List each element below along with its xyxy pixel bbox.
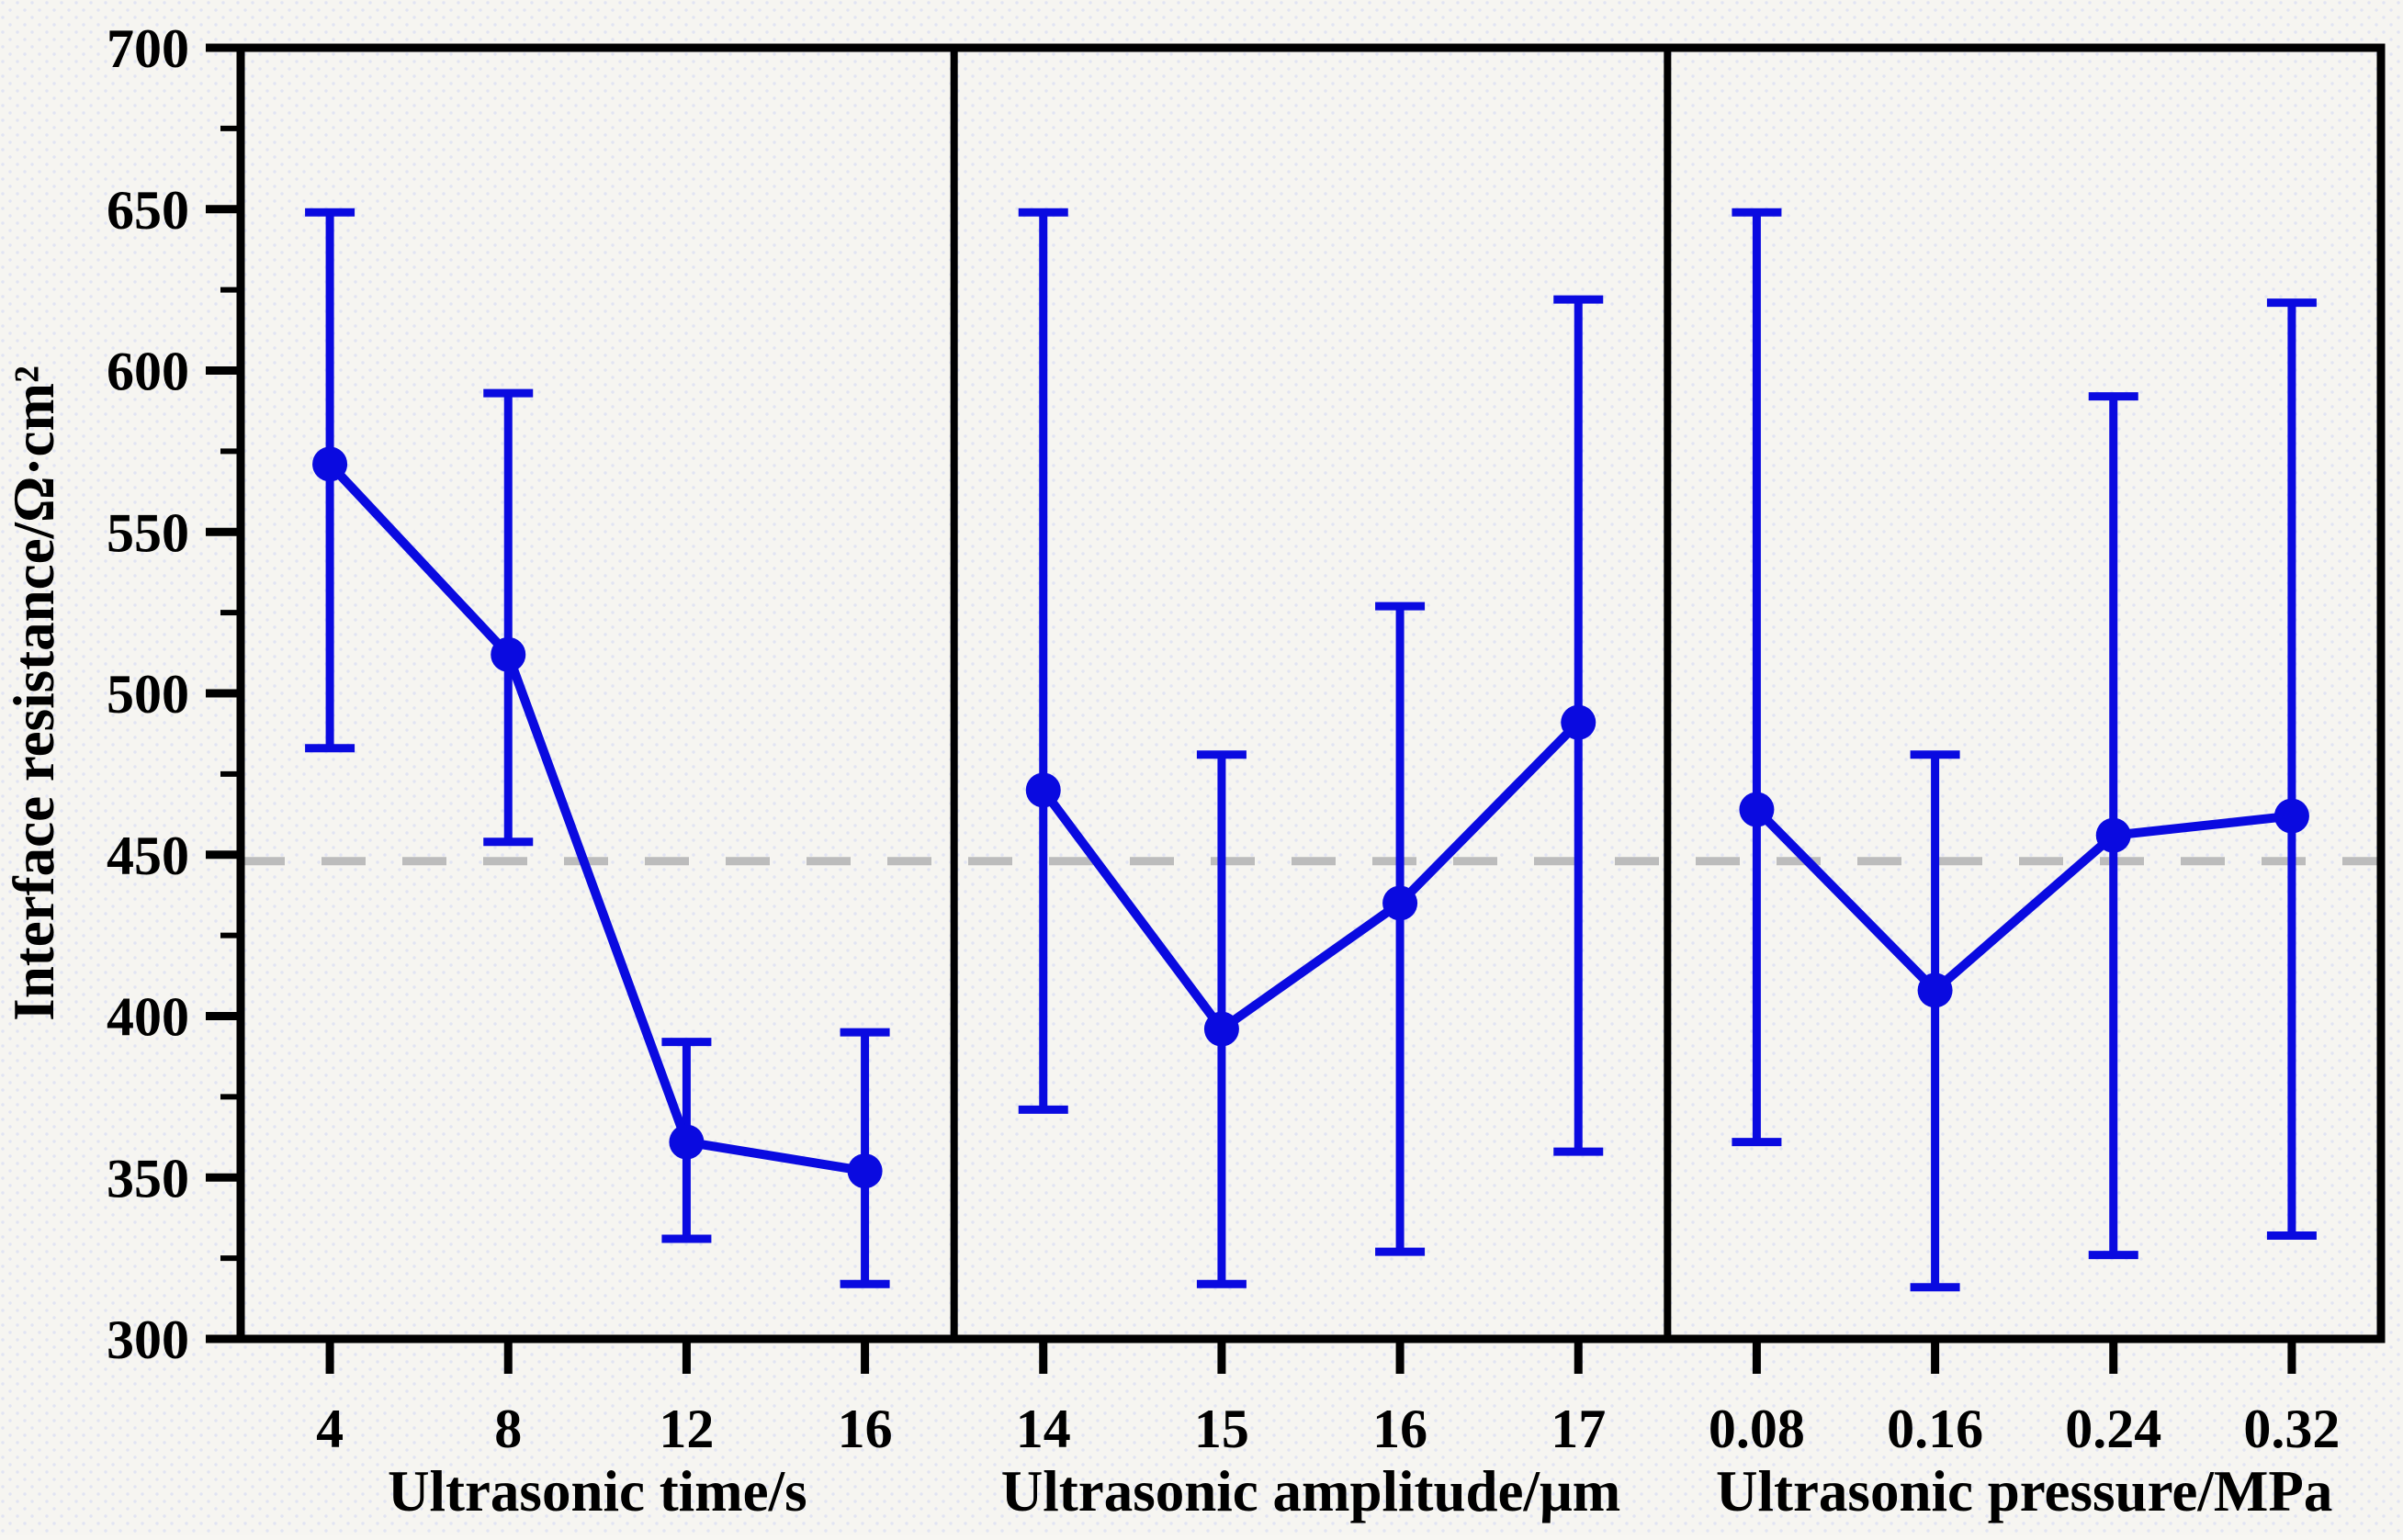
data-point-marker (491, 636, 526, 672)
error-bar (1910, 750, 1960, 1292)
error-bar (2266, 298, 2317, 1241)
y-tick-label: 350 (107, 1148, 189, 1208)
x-tick-label: 8 (494, 1399, 522, 1459)
x-tick-label: 16 (1372, 1399, 1427, 1459)
data-point-marker (1739, 792, 1775, 827)
error-bar (483, 388, 534, 847)
data-point-marker (669, 1124, 705, 1160)
panel-1: 4 8 12 16 Ultrasonic time/s (305, 208, 893, 1523)
y-axis-title: Interface resistance/Ω·cm² (2, 365, 66, 1021)
x-tick-label: 4 (316, 1399, 344, 1459)
x-axis-title: Ultrasonic time/s (388, 1459, 807, 1523)
plot-frame (236, 43, 2386, 1343)
series-line (1753, 806, 2293, 997)
data-point-marker (1203, 1011, 1239, 1047)
x-axis-title: Ultrasonic amplitude/μm (1001, 1459, 1620, 1523)
series-line (326, 461, 866, 1176)
error-bar (1375, 601, 1426, 1256)
data-point-marker (1382, 885, 1418, 921)
data-point-marker (312, 446, 348, 482)
y-tick-label: 300 (107, 1310, 189, 1370)
error-bar (1732, 208, 1782, 1147)
x-tick-label: 0.24 (2065, 1399, 2161, 1459)
data-point-marker (1917, 972, 1953, 1008)
error-bar (1018, 208, 1068, 1114)
y-tick-label: 450 (107, 826, 189, 886)
x-tick-label: 0.32 (2243, 1399, 2340, 1459)
series-line (1039, 719, 1582, 1036)
x-tick-label: 15 (1194, 1399, 1249, 1459)
data-point-marker (2273, 798, 2309, 834)
y-tick-label: 550 (107, 502, 189, 563)
x-tick-label: 0.08 (1709, 1399, 1805, 1459)
x-tick-label: 12 (659, 1399, 714, 1459)
x-tick-label: 14 (1016, 1399, 1071, 1459)
data-point-marker (1561, 704, 1596, 740)
x-tick-label: 16 (838, 1399, 893, 1459)
x-tick-label: 17 (1551, 1399, 1606, 1459)
y-tick-label: 600 (107, 342, 189, 402)
y-tick-label: 700 (107, 18, 189, 79)
x-axis-title: Ultrasonic pressure/MPa (1716, 1459, 2332, 1523)
data-point-marker (2095, 817, 2131, 853)
y-tick-label: 400 (107, 987, 189, 1048)
data-point-marker (847, 1153, 883, 1189)
y-tick-label: 500 (107, 664, 189, 725)
x-tick-label: 0.16 (1887, 1399, 1983, 1459)
y-tick-label: 650 (107, 180, 189, 241)
data-point-marker (1025, 772, 1061, 808)
